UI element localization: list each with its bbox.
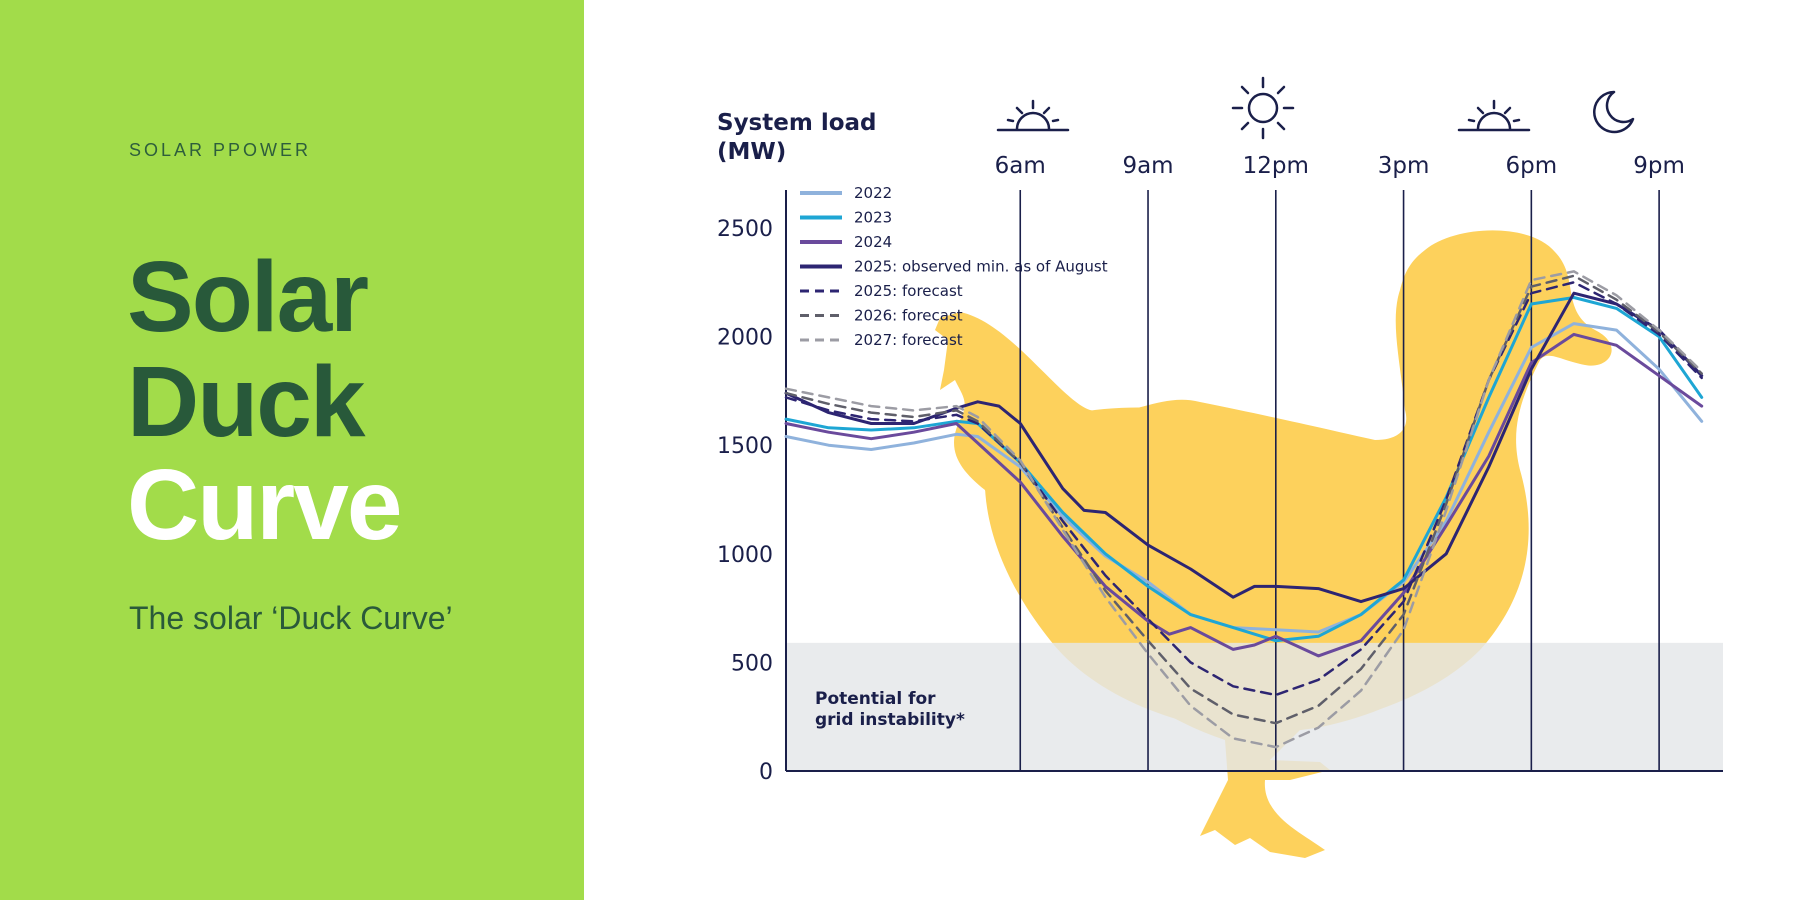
- title-panel: SOLAR PPOWER Solar Duck Curve The solar …: [0, 0, 584, 900]
- title-word-duck: Duck: [127, 346, 366, 458]
- title-word-solar: Solar: [127, 241, 369, 353]
- subtitle: The solar ‘Duck Curve’: [129, 600, 453, 636]
- title-word-curve: Curve: [127, 449, 402, 561]
- chart-panel: [584, 0, 1820, 900]
- eyebrow-label: SOLAR PPOWER: [129, 140, 312, 160]
